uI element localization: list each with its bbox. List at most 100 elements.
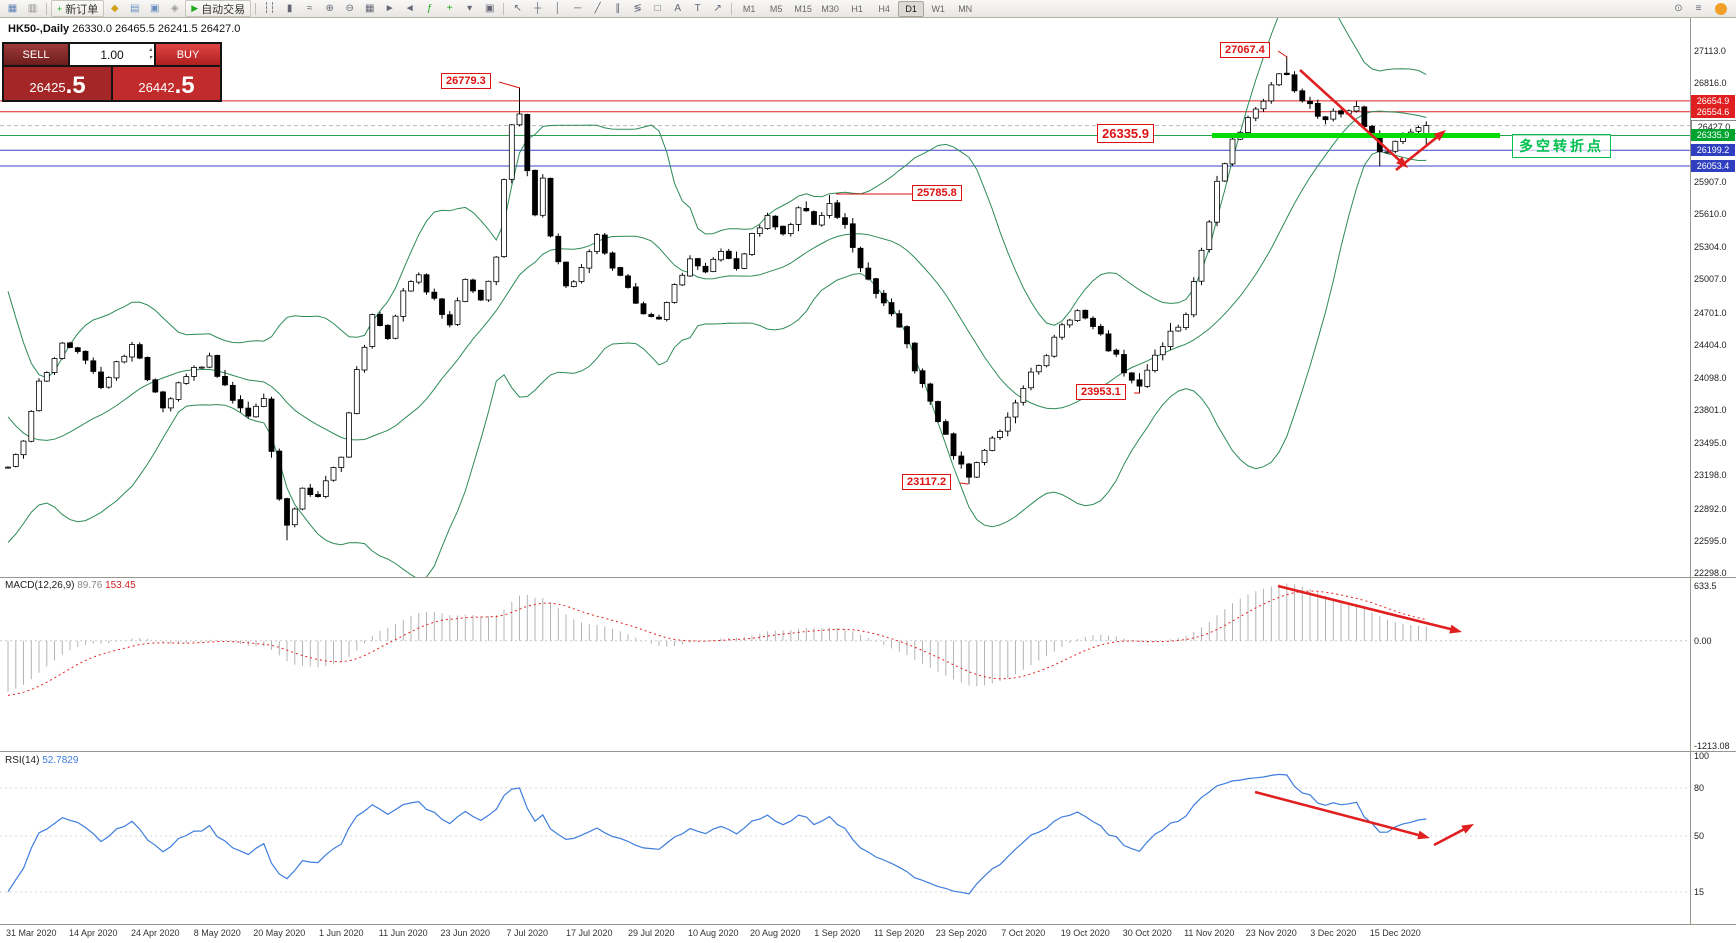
channel-icon[interactable]: ∥ (615, 3, 621, 14)
navigator-icon[interactable]: ▤ (130, 3, 140, 14)
toolbar-separator (503, 2, 505, 15)
auto-scroll-icon[interactable]: ► (384, 3, 395, 14)
strategy-tester-icon[interactable]: ◈ (170, 3, 179, 14)
timeframe-m5-button[interactable]: M5 (769, 3, 783, 14)
date-axis-label: 23 Sep 2020 (935, 928, 987, 938)
date-axis-label: 23 Nov 2020 (1245, 928, 1297, 938)
timeframe-h4-button[interactable]: H4 (878, 3, 890, 14)
account-status-icon[interactable] (1715, 2, 1727, 15)
ohlc-values: 26330.0 26465.5 26241.5 26427.0 (72, 23, 241, 35)
bollinger-lower-band (7, 150, 1427, 577)
price-level-badge: 26654.9 (1691, 94, 1735, 107)
timeframe-h1-button[interactable]: H1 (851, 3, 863, 14)
toolbar-separator (255, 2, 257, 15)
panel-separator (0, 924, 1736, 925)
period-dropdown-icon[interactable]: ▾ (467, 3, 473, 14)
buy-price[interactable]: 26442.5 (113, 67, 220, 100)
date-axis-label: 14 Apr 2020 (68, 928, 118, 938)
main-chart-canvas[interactable] (0, 18, 1690, 577)
trend-arrow[interactable] (1395, 130, 1446, 172)
price-annotation-box[interactable]: 25785.8 (912, 185, 962, 201)
price-axis-label: 23495.0 (1694, 438, 1727, 449)
volume-input[interactable]: 1.00 ▴ ▾ (70, 44, 154, 65)
date-axis-label: 15 Dec 2020 (1369, 928, 1421, 938)
stepper-up-icon[interactable]: ▴ (148, 47, 152, 53)
label-icon[interactable]: T (694, 3, 701, 14)
candlestick-icon[interactable]: ▮ (286, 3, 293, 14)
rsi-axis-label: 15 (1694, 887, 1705, 897)
add-indicator-icon[interactable]: + (446, 3, 453, 14)
stepper-down-icon[interactable]: ▾ (148, 55, 152, 61)
rsi-name: RSI(14) (5, 755, 40, 766)
timeframe-w1-button[interactable]: W1 (931, 3, 945, 14)
indicators-icon[interactable]: ƒ (426, 3, 433, 14)
arrow-object-icon[interactable]: ↗ (713, 3, 722, 14)
top-toolbar: ▦ ▥ + 新订单 ◆ ▤ ▣ ◈ ▶ 自动交易 ┆┆ ▮ ≈ ⊕ ⊖ ▦ ► ◄ ƒ + ▾ ▣ ↖ ┼ │ ─ ╱ ∥ ≶ □ A T ↗ M… (0, 0, 1736, 18)
autotrading-button[interactable]: ▶ 自动交易 (185, 0, 252, 17)
macd-axis-label: 633.5 (1694, 580, 1717, 591)
zoom-in-icon[interactable]: ⊕ (325, 3, 334, 14)
macd-name: MACD(12,26,9) (5, 580, 75, 591)
timeframe-m1-button[interactable]: M1 (742, 3, 756, 14)
trend-arrow[interactable] (1299, 69, 1408, 168)
trendline-icon[interactable]: ╱ (594, 3, 601, 14)
vertical-line-icon[interactable]: │ (554, 3, 561, 14)
trend-arrow[interactable] (1254, 790, 1430, 840)
price-annotation-box[interactable]: 23117.2 (902, 474, 952, 490)
new-order-label: 新订单 (65, 3, 99, 16)
menu-icon[interactable]: ≡ (1695, 3, 1702, 14)
date-axis-label: 11 Sep 2020 (874, 928, 925, 938)
tile-windows-icon[interactable]: ▦ (364, 3, 375, 14)
price-annotation-box[interactable]: 23953.1 (1076, 384, 1126, 400)
sell-price[interactable]: 26425.5 (4, 67, 111, 100)
new-order-button[interactable]: + 新订单 (51, 0, 105, 17)
search-icon[interactable]: ⊙ (1674, 3, 1683, 14)
date-axis-label: 31 Mar 2020 (5, 928, 57, 938)
bar-chart-icon[interactable]: ┆┆ (263, 3, 276, 14)
price-axis-label: 24701.0 (1694, 307, 1727, 318)
macd-value: 89.76 (77, 580, 103, 591)
pivot-note-cn[interactable]: 多空转折点 (1512, 134, 1611, 158)
price-annotation-box[interactable]: 27067.4 (1220, 42, 1270, 58)
line-chart-icon[interactable]: ≈ (306, 3, 313, 14)
volume-stepper[interactable]: ▴ ▾ (149, 46, 152, 62)
timeframe-m15-button[interactable]: M15 (794, 3, 812, 14)
trend-arrow[interactable] (1433, 824, 1474, 847)
price-axis-label: 25007.0 (1694, 274, 1727, 285)
cursor-icon[interactable]: ↖ (513, 3, 522, 14)
price-axis-label: 25304.0 (1694, 242, 1727, 253)
zoom-out-icon[interactable]: ⊖ (345, 3, 354, 14)
timeframe-m30-button[interactable]: M30 (821, 3, 839, 14)
date-axis-label: 19 Oct 2020 (1060, 928, 1110, 938)
price-level-badge: 26199.2 (1691, 144, 1735, 157)
panel-separator[interactable] (0, 751, 1736, 752)
sell-button[interactable]: SELL (4, 44, 68, 65)
buy-button[interactable]: BUY (156, 44, 220, 65)
volume-value: 1.00 (100, 47, 124, 62)
shapes-icon[interactable]: □ (654, 3, 661, 14)
timeframe-mn-button[interactable]: MN (958, 3, 973, 14)
chart-shift-icon[interactable]: ◄ (404, 3, 415, 14)
trend-arrow[interactable] (1277, 584, 1462, 634)
macd-panel-canvas[interactable] (0, 578, 1690, 751)
rsi-panel-canvas[interactable] (0, 752, 1690, 924)
text-icon[interactable]: A (674, 3, 682, 14)
price-axis-label: 26816.0 (1694, 78, 1727, 89)
compile-icon[interactable]: ◆ (110, 3, 119, 14)
fibonacci-icon[interactable]: ≶ (633, 3, 642, 14)
new-chart-icon[interactable]: ▦ (7, 3, 18, 14)
date-axis-label: 30 Oct 2020 (1122, 928, 1172, 938)
price-axis-label: 22298.0 (1694, 567, 1727, 578)
crosshair-icon[interactable]: ┼ (534, 3, 542, 14)
price-annotation-box[interactable]: 26779.3 (441, 73, 491, 89)
terminal-icon[interactable]: ▣ (150, 3, 160, 14)
price-annotation-box[interactable]: 26335.9 (1097, 124, 1154, 143)
profiles-icon[interactable]: ▥ (27, 3, 38, 14)
price-level-badge: 26335.9 (1691, 129, 1735, 142)
horizontal-line-icon[interactable]: ─ (574, 3, 582, 14)
panel-separator[interactable] (0, 577, 1736, 578)
templates-icon[interactable]: ▣ (484, 3, 495, 14)
price-level-badge: 26554.6 (1691, 105, 1735, 118)
price-axis-label: 25907.0 (1694, 176, 1727, 187)
timeframe-d1-button[interactable]: D1 (898, 0, 925, 17)
